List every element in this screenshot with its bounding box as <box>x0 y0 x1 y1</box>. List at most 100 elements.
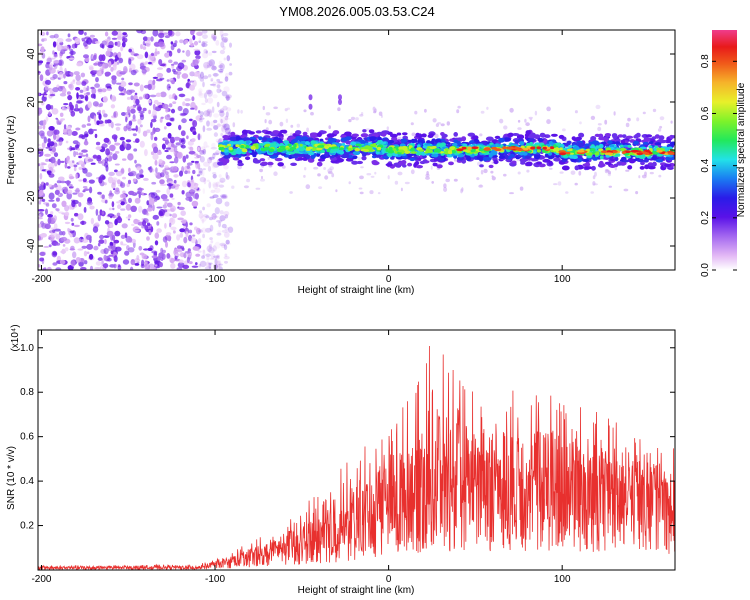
spectrogram-cell <box>93 62 98 66</box>
spectrogram-cell <box>221 125 225 132</box>
spectrogram-cell <box>127 153 134 161</box>
spectrogram-cell <box>593 183 598 186</box>
spectrogram-cell <box>453 178 458 182</box>
spectrogram-cell <box>211 213 217 220</box>
spectrogram-cell <box>122 190 126 194</box>
spectrogram-cell <box>208 181 212 189</box>
spectrogram-cell <box>142 93 149 100</box>
spectrogram-cell <box>86 234 92 240</box>
spectrogram-cell <box>198 90 202 96</box>
spectrogram-cell <box>212 183 219 189</box>
spectrogram-cell <box>98 54 104 62</box>
spectrogram-cell <box>47 138 51 143</box>
spectrogram-cell <box>78 135 83 139</box>
spectrogram-cell <box>147 247 153 251</box>
spectrogram-cell <box>178 124 182 131</box>
spectrogram-cell <box>96 156 102 162</box>
spectrogram-cell <box>103 235 110 239</box>
spectrogram-cell <box>203 110 210 117</box>
spectrogram-cell <box>480 110 485 114</box>
spectrogram-cell <box>377 140 381 145</box>
spectrogram-cell <box>53 133 57 140</box>
spectrogram-cell <box>246 178 251 183</box>
spectrogram-cell <box>38 209 45 212</box>
spectrogram-cell <box>52 251 58 256</box>
spectrogram-cell <box>78 238 82 243</box>
spectrogram-cell <box>62 244 66 247</box>
spectrogram-cell <box>112 63 117 71</box>
spectrogram-cell <box>202 168 206 171</box>
spectrogram-cell <box>80 72 86 78</box>
spectrogram-cell <box>241 129 248 135</box>
spectrogram-cell <box>595 104 601 110</box>
spectrogram-cell <box>440 142 446 147</box>
spectrogram-cell <box>218 221 222 228</box>
spectrogram-cell <box>158 159 163 164</box>
spectrogram-cell <box>498 137 505 143</box>
spectrogram-cell <box>369 149 374 152</box>
spectrogram-cell <box>90 217 95 225</box>
spectrogram-cell <box>169 222 172 228</box>
spectrogram-cell <box>166 154 172 160</box>
spectrogram-cell <box>571 155 578 160</box>
spectrogram-cell <box>128 190 135 196</box>
spectrogram-cell <box>262 105 265 111</box>
x-tick-label: 0 <box>386 274 392 285</box>
spectrogram-cell <box>488 164 494 169</box>
spectrogram-cell <box>115 187 120 193</box>
spectrogram-cell <box>231 185 235 189</box>
spectrogram-cell <box>218 138 223 143</box>
spectrogram-cell <box>121 223 128 229</box>
spectrogram-cell <box>533 154 541 160</box>
spectrogram-cell <box>159 183 167 186</box>
spectrogram-cell <box>53 129 60 135</box>
spectrogram-cell <box>228 146 233 151</box>
spectrogram-cell <box>616 153 621 157</box>
spectrogram-cell <box>299 147 305 152</box>
spectrogram-cell <box>169 217 174 223</box>
spectrogram-cell <box>295 130 302 135</box>
spectrogram-cell <box>120 71 127 74</box>
spectrogram-cell <box>214 207 220 215</box>
spectrogram-cell <box>652 108 657 113</box>
spectrogram-cell <box>139 252 145 256</box>
spectrogram-cell <box>574 110 578 114</box>
spectrogram-cell <box>171 213 178 219</box>
spectrogram-cell <box>138 96 143 100</box>
spectrogram-cell <box>223 256 230 260</box>
spectrogram-cell <box>311 147 316 152</box>
spectrogram-cell <box>148 61 152 65</box>
spectrogram-cell <box>130 108 136 114</box>
spectrogram-cell <box>491 144 497 148</box>
spectrogram-cell <box>171 165 178 172</box>
spectrogram-cell <box>359 114 364 117</box>
spectrogram-cell <box>229 136 237 141</box>
spectrogram-cell-peak <box>566 151 571 155</box>
spectrogram-cell <box>525 130 531 135</box>
spectrogram-cell <box>371 160 378 164</box>
spectrogram-cell <box>128 89 136 93</box>
spectrogram-cell <box>289 147 297 150</box>
spectrogram-cell-peak <box>467 147 472 151</box>
spectrogram-cell <box>174 95 178 101</box>
spectrogram-cell <box>255 187 261 190</box>
spectrogram-cell <box>224 253 228 257</box>
spectrogram-cell <box>114 218 118 226</box>
spectrogram-cell <box>142 40 146 46</box>
spectrogram-cell <box>68 101 73 108</box>
spectrogram-cell <box>78 179 83 182</box>
spectrogram-cell <box>73 224 80 228</box>
spectrogram-cell <box>206 255 210 261</box>
spectrogram-cell <box>215 150 220 156</box>
spectrogram-cell <box>504 137 511 142</box>
spectrogram-cell <box>170 226 177 231</box>
spectrogram-cell <box>590 115 596 120</box>
spectrogram-cell <box>78 202 82 207</box>
spectrogram-cell <box>121 243 127 246</box>
spectrogram-cell <box>136 166 142 171</box>
spectrogram-cell <box>193 41 199 46</box>
spectrogram-cell <box>307 157 315 163</box>
spectrogram-cell <box>46 57 52 64</box>
spectrogram-cell <box>125 123 132 129</box>
spectrogram-cell <box>69 50 76 56</box>
